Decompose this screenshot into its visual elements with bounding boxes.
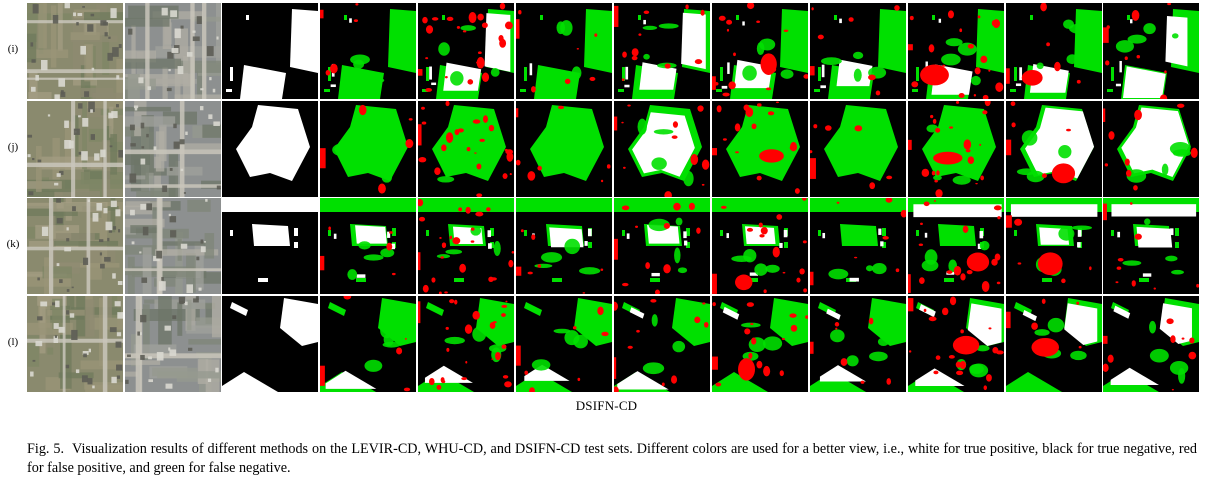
method-4-tile	[614, 3, 710, 99]
method-3-tile	[516, 3, 612, 99]
row-label: (j)	[7, 141, 19, 153]
method-8-tile	[1006, 198, 1102, 294]
method-5-tile	[712, 3, 808, 99]
image-t2-tile	[125, 198, 221, 294]
image-t1-tile	[27, 3, 123, 99]
method-4-tile	[614, 101, 710, 197]
method-7-tile	[908, 296, 1004, 392]
method-9-tile	[1103, 3, 1199, 99]
image-t2-tile	[125, 101, 221, 197]
row-label: (i)	[7, 43, 19, 55]
method-6-tile	[810, 296, 906, 392]
method-6-tile	[810, 198, 906, 294]
ground-truth-tile	[222, 296, 318, 392]
method-1-tile	[320, 296, 416, 392]
dataset-label: DSIFN-CD	[575, 398, 638, 413]
method-6-tile	[810, 3, 906, 99]
method-7-tile	[908, 198, 1004, 294]
method-2-tile	[418, 198, 514, 294]
method-1-tile	[320, 101, 416, 197]
method-4-tile	[614, 198, 710, 294]
method-9-tile	[1103, 296, 1199, 392]
caption-text: Visualization results of different metho…	[27, 441, 1197, 476]
method-2-tile	[418, 296, 514, 392]
method-2-tile	[418, 101, 514, 197]
image-t1-tile	[27, 296, 123, 392]
method-4-tile	[614, 296, 710, 392]
method-3-tile	[516, 296, 612, 392]
method-1-tile	[320, 3, 416, 99]
method-3-tile	[516, 101, 612, 197]
method-8-tile	[1006, 296, 1102, 392]
ground-truth-tile	[222, 198, 318, 294]
method-9-tile	[1103, 101, 1199, 197]
method-1-tile	[320, 198, 416, 294]
image-t2-tile	[125, 3, 221, 99]
row-label: (l)	[7, 336, 19, 348]
method-8-tile	[1006, 3, 1102, 99]
ground-truth-tile	[222, 101, 318, 197]
method-2-tile	[418, 3, 514, 99]
image-t2-tile	[125, 296, 221, 392]
row-label: (k)	[6, 238, 20, 250]
method-9-tile	[1103, 198, 1199, 294]
image-t1-tile	[27, 101, 123, 197]
figure-caption: Fig. 5. Visualization results of differen…	[27, 440, 1197, 478]
method-3-tile	[516, 198, 612, 294]
method-7-tile	[908, 101, 1004, 197]
figure: (i) (j) (k) (l)	[6, 3, 1199, 392]
method-5-tile	[712, 101, 808, 197]
method-5-tile	[712, 198, 808, 294]
figure-number: Fig. 5.	[27, 441, 65, 457]
method-8-tile	[1006, 101, 1102, 197]
method-7-tile	[908, 3, 1004, 99]
ground-truth-tile	[222, 3, 318, 99]
method-5-tile	[712, 296, 808, 392]
image-t1-tile	[27, 198, 123, 294]
method-6-tile	[810, 101, 906, 197]
